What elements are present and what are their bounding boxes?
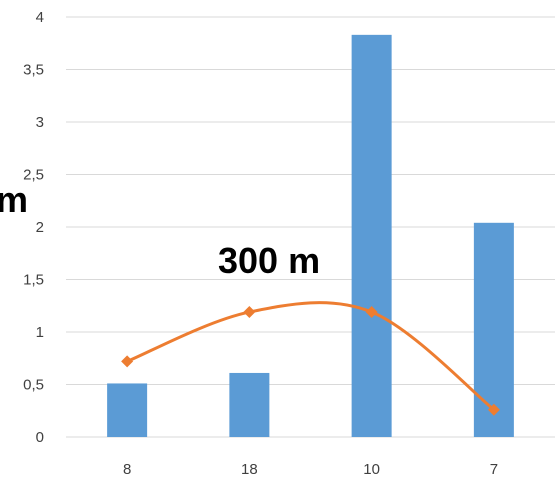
bar-series [107,34,514,437]
line-point [365,306,378,319]
y-tick-label: 4 [36,9,44,26]
x-tick-label: 7 [490,461,498,478]
x-tick-label: 18 [241,461,258,478]
bar [229,372,270,437]
y-tick-label: 1 [36,324,44,341]
x-axis-tick-labels: 8 18 10 7 [123,461,498,478]
line-series [121,301,500,416]
y-tick-label: 1,5 [23,272,44,289]
x-tick-label: 8 [123,461,131,478]
annotation-partial-m: m [0,179,28,220]
annotation-300m: 300 m [218,240,320,281]
y-tick-label: 0,5 [23,377,44,394]
y-tick-label: 0 [36,429,44,446]
y-tick-label: 2 [36,219,44,236]
gridlines [66,16,555,438]
series-line [126,301,495,411]
bar [107,383,148,437]
y-tick-label: 3 [36,114,44,131]
line-point [243,306,256,319]
y-tick-label: 2,5 [23,167,44,184]
y-tick-label: 3,5 [23,62,44,79]
line-point [121,355,134,368]
bar [351,34,392,437]
y-axis-tick-labels: 0 0,5 1 1,5 2 2,5 3 3,5 4 [23,9,44,446]
bar [473,222,514,437]
line-point [487,403,500,416]
x-tick-label: 10 [363,461,380,478]
